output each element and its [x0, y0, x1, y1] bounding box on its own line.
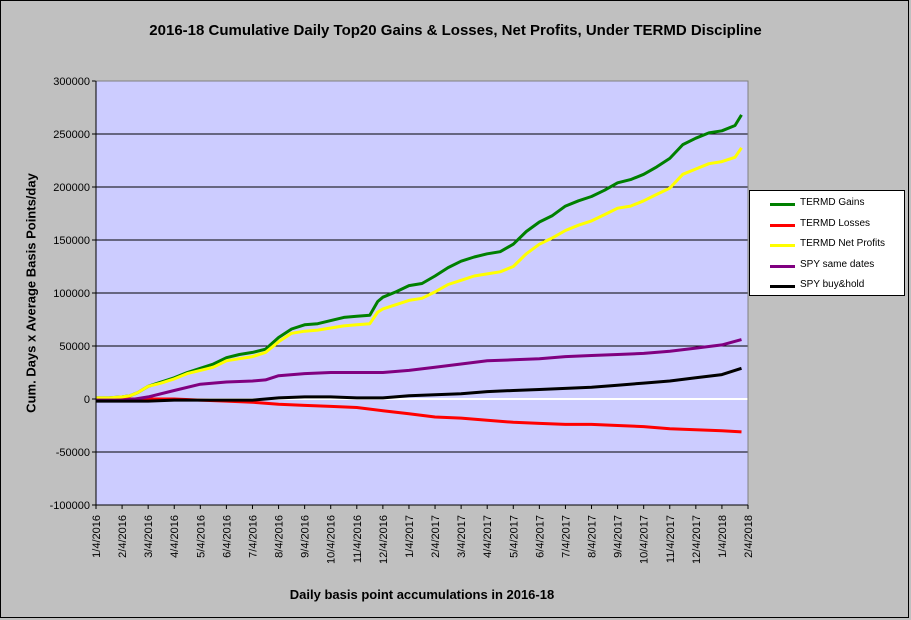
legend-item: TERMD Losses [750, 215, 906, 235]
legend-label: SPY buy&hold [800, 279, 865, 290]
y-tick-label: 300000 [53, 76, 90, 88]
x-tick-label: 4/4/2016 [169, 515, 181, 558]
x-tick-label: 6/4/2017 [534, 515, 546, 558]
x-tick-label: 9/4/2016 [300, 515, 312, 558]
series-line-termd-losses [96, 397, 742, 434]
legend-label: TERMD Losses [800, 217, 871, 229]
x-tick-label: 12/4/2016 [378, 515, 390, 564]
legend-swatch [770, 244, 795, 247]
x-axis-title: Daily basis point accumulations in 2016-… [289, 587, 555, 602]
series-line-termd-net-profits [96, 146, 743, 400]
x-tick-label: 12/4/2017 [691, 515, 703, 564]
x-tick-label: 1/4/2016 [91, 515, 103, 558]
x-tick-label: 5/4/2016 [195, 515, 207, 558]
x-tick-label: 11/4/2016 [352, 515, 364, 563]
x-tick-label: 3/4/2017 [456, 515, 468, 558]
legend-swatch [770, 203, 795, 206]
y-tick-label: 50000 [59, 341, 90, 353]
x-tick-label: 6/4/2016 [221, 515, 233, 558]
x-tick-label: 1/4/2018 [717, 515, 729, 558]
x-tick-label: 2/4/2016 [117, 515, 129, 558]
x-tick-label: 3/4/2016 [143, 515, 155, 558]
x-tick-label: 4/4/2017 [482, 515, 494, 558]
x-tick-label: 8/4/2016 [274, 515, 286, 558]
y-tick-label: -100000 [50, 500, 90, 512]
chart-title: 2016-18 Cumulative Daily Top20 Gains & L… [149, 22, 762, 39]
legend-swatch [770, 223, 795, 227]
series-line-spy-buy-hold [96, 366, 742, 403]
y-tick-label: 0 [84, 394, 90, 406]
legend-label: TERMD Net Profits [800, 238, 886, 249]
series-line-termd-gains [96, 114, 743, 400]
x-tick-label: 5/4/2017 [508, 515, 520, 558]
x-tick-label: 2/4/2018 [743, 515, 755, 558]
y-tick-label: 250000 [53, 129, 90, 141]
x-tick-label: 8/4/2017 [587, 515, 599, 558]
series-line-spy-same-dates [96, 338, 742, 402]
y-tick-label: 150000 [53, 235, 90, 247]
y-tick-label: 200000 [53, 182, 90, 194]
legend: TERMD Gains TERMD Losses TERMD Net Profits… [749, 190, 905, 296]
x-tick-labels: 1/4/2016 2/4/2016 3/4/2016 4/4/2016 5/4/2016… [91, 515, 755, 564]
y-tick-label: -50000 [56, 447, 90, 459]
x-tick-label: 11/4/2017 [665, 515, 677, 563]
legend-swatch [770, 264, 795, 268]
x-tick-label: 10/4/2017 [639, 515, 651, 564]
legend-label: TERMD Gains [800, 197, 865, 208]
x-tick-label: 9/4/2017 [613, 515, 625, 558]
axes [92, 80, 749, 509]
legend-item: SPY same dates [750, 256, 906, 276]
legend-item: SPY buy&hold [750, 276, 906, 296]
y-tick-label: 100000 [53, 288, 90, 300]
x-tick-label: 10/4/2016 [326, 515, 338, 564]
y-tick-labels: -100000 -50000 0 50000 100000 150000 200000 250… [50, 76, 90, 512]
x-tick-label: 7/4/2016 [247, 515, 259, 558]
series-lines [96, 114, 743, 434]
legend-swatch [770, 285, 795, 288]
y-axis-title: Cum. Days x Average Basis Points/day [23, 173, 39, 413]
x-tick-label: 2/4/2017 [430, 515, 442, 558]
x-tick-label: 1/4/2017 [404, 515, 416, 558]
legend-item: TERMD Gains [750, 194, 906, 214]
x-tick-label: 7/4/2017 [560, 515, 572, 558]
legend-label: SPY same dates [800, 258, 875, 270]
legend-item: TERMD Net Profits [750, 235, 906, 255]
